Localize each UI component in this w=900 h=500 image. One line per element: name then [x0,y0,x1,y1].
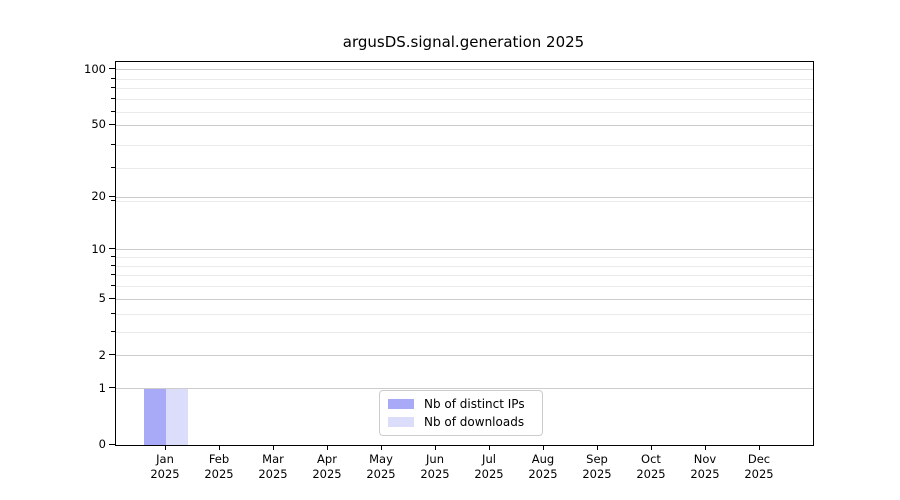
y-minor-tick-mark [111,264,115,266]
gridline-minor [116,78,813,80]
gridline-minor [116,167,813,169]
x-tick-label: Nov 2025 [690,452,720,481]
y-tick-mark [109,248,115,250]
y-tick-mark [109,195,115,197]
y-tick-label: 10 [91,241,106,256]
x-tick-label: Dec 2025 [744,452,774,481]
legend-swatch [388,399,414,409]
x-tick-label: Aug 2025 [528,452,558,481]
gridline-minor [116,331,813,333]
x-tick-mark [596,445,598,450]
x-tick-mark [218,445,220,450]
y-tick-label: 2 [98,347,106,362]
y-tick-mark [109,297,115,299]
legend-label: Nb of distinct IPs [424,397,525,411]
bar-downloads [166,388,188,445]
gridline-minor [116,98,813,100]
x-tick-label: Oct 2025 [636,452,666,481]
x-tick-mark [380,445,382,450]
y-minor-tick-mark [111,87,115,89]
gridline-minor [116,200,813,202]
y-minor-tick-mark [111,97,115,99]
x-tick-label: Feb 2025 [204,452,234,481]
x-tick-mark [326,445,328,450]
legend-label: Nb of downloads [424,415,525,429]
y-tick-mark [109,354,115,356]
y-tick-mark [109,68,115,70]
gridline-major [116,355,813,357]
gridline-minor [116,313,813,315]
gridline-minor [116,88,813,90]
y-tick-label: 20 [91,189,106,204]
y-minor-tick-mark [111,256,115,258]
y-tick-mark [109,443,115,445]
x-tick-label: Sep 2025 [582,452,612,481]
y-minor-tick-mark [111,77,115,79]
y-tick-label: 50 [91,117,106,132]
x-tick-label: Jun 2025 [420,452,450,481]
x-tick-mark [704,445,706,450]
gridline-major [116,388,813,390]
y-tick-label: 1 [98,380,106,395]
x-tick-mark [164,445,166,450]
x-tick-label: Jul 2025 [474,452,504,481]
y-tick-mark [109,387,115,389]
gridline-minor [116,111,813,113]
x-tick-label: Jan 2025 [150,452,180,481]
gridline-minor [116,265,813,267]
gridline-minor [116,286,813,288]
x-tick-mark [650,445,652,450]
legend-item: Nb of downloads [388,415,542,429]
gridline-minor [116,257,813,259]
legend-swatch [388,417,414,427]
legend: Nb of distinct IPs Nb of downloads [379,390,543,436]
y-minor-tick-mark [111,110,115,112]
x-tick-mark [488,445,490,450]
gridline-major [116,298,813,300]
y-minor-tick-mark [111,166,115,168]
x-tick-mark [434,445,436,450]
x-tick-mark [272,445,274,450]
gridline-major [116,196,813,198]
y-tick-mark [109,123,115,125]
legend-item: Nb of distinct IPs [388,397,542,411]
bar-distinct-ips [144,388,166,445]
y-minor-tick-mark [111,199,115,201]
gridline-major [116,249,813,251]
gridline-major [116,69,813,71]
y-minor-tick-mark [111,143,115,145]
y-tick-label: 100 [84,61,106,76]
x-tick-mark [542,445,544,450]
gridline-major [116,124,813,126]
y-tick-label: 5 [98,291,106,306]
gridline-minor [116,275,813,277]
gridline-minor [116,144,813,146]
x-tick-mark [758,445,760,450]
x-tick-label: May 2025 [366,452,396,481]
plot-area [115,61,814,446]
y-minor-tick-mark [111,312,115,314]
y-tick-label: 0 [98,437,106,451]
chart-title: argusDS.signal.generation 2025 [342,33,585,51]
y-minor-tick-mark [111,285,115,287]
y-minor-tick-mark [111,330,115,332]
x-tick-label: Apr 2025 [312,452,342,481]
x-tick-label: Mar 2025 [258,452,288,481]
y-minor-tick-mark [111,274,115,276]
